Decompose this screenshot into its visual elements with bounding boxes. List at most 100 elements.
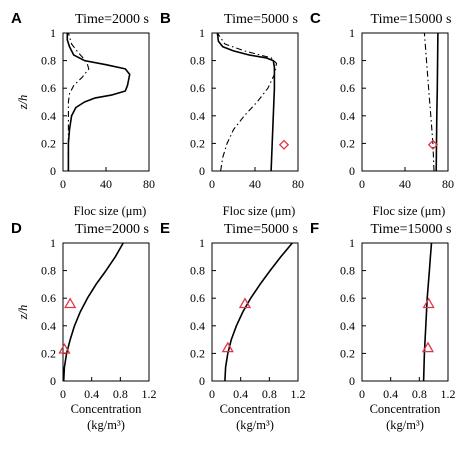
y-tick-label: 0.4 bbox=[190, 319, 205, 333]
y-tick-label: 1 bbox=[349, 26, 355, 40]
data-marker-triangle bbox=[422, 297, 435, 309]
y-tick-label: 0.4 bbox=[41, 109, 56, 123]
x-tick-label: 0 bbox=[359, 177, 365, 191]
panel-title: Time=15000 s bbox=[371, 12, 452, 27]
y-axis-label: z/h bbox=[16, 95, 30, 111]
x-tick-label: 0 bbox=[209, 387, 215, 401]
panel-a: A Time=2000 s 0 0.2 0.4 0.6 0.8 1 0 40 80 Floc size… bbox=[11, 10, 155, 218]
plot-frame bbox=[211, 32, 299, 172]
y-tick-label: 0.6 bbox=[340, 291, 355, 305]
x-tick-label: 0 bbox=[209, 177, 215, 191]
x-tick-label: 0.4 bbox=[383, 387, 398, 401]
x-tick-label: 1.2 bbox=[441, 387, 456, 401]
y-tick-label: 0.4 bbox=[190, 109, 205, 123]
x-axis-label: Concentration bbox=[370, 402, 442, 416]
plot-frame bbox=[211, 242, 299, 382]
x-tick-label: 40 bbox=[399, 177, 411, 191]
y-tick-label: 0.4 bbox=[340, 109, 355, 123]
plot-frame bbox=[62, 242, 150, 382]
panel-letter: D bbox=[11, 220, 22, 237]
plot-frame bbox=[361, 242, 449, 382]
y-tick-label: 0.6 bbox=[340, 81, 355, 95]
y-axis-label: z/h bbox=[16, 305, 30, 321]
y-tick-label: 0.8 bbox=[340, 54, 355, 68]
panel-e: E Time=5000 s 0 0.2 0.4 0.6 0.8 1 0 0.4 0.8 1.2Conc… bbox=[160, 220, 306, 432]
x-tick-label: 0.8 bbox=[113, 387, 128, 401]
x-tick-label: 0.8 bbox=[262, 387, 277, 401]
x-axis-label: Floc size (μm) bbox=[373, 204, 446, 218]
y-tick-label: 0 bbox=[349, 164, 355, 178]
x-tick-label: 0 bbox=[60, 387, 66, 401]
x-axis-label: Floc size (μm) bbox=[74, 204, 147, 218]
y-tick-label: 0.6 bbox=[190, 81, 205, 95]
data-marker-diamond bbox=[427, 139, 439, 150]
plot-frame bbox=[361, 32, 449, 172]
y-tick-label: 0.2 bbox=[41, 136, 56, 150]
data-marker-triangle bbox=[58, 342, 71, 354]
x-tick-label: 1.2 bbox=[142, 387, 157, 401]
series-line-dashdot bbox=[216, 32, 278, 172]
x-tick-label: 1.2 bbox=[291, 387, 306, 401]
x-axis-label: Floc size (μm) bbox=[223, 204, 296, 218]
x-tick-label: 0.4 bbox=[233, 387, 248, 401]
panel-f: F Time=15000 s 0 0.2 0.4 0.6 0.8 1 0 0.4 0.8 1.2Con… bbox=[310, 220, 456, 432]
panel-title: Time=2000 s bbox=[75, 12, 149, 27]
y-tick-label: 0 bbox=[199, 164, 205, 178]
y-tick-label: 0.4 bbox=[340, 319, 355, 333]
panel-d: D Time=2000 s 0 0.2 0.4 0.6 0.8 1 0 0.4 0.8 1.2Conc… bbox=[11, 220, 157, 432]
series-line-dashdot bbox=[67, 32, 90, 171]
panel-letter: A bbox=[11, 10, 22, 27]
x-tick-label: 0 bbox=[359, 387, 365, 401]
x-axis-label: Concentration bbox=[220, 402, 292, 416]
y-tick-label: 0.6 bbox=[190, 291, 205, 305]
panel-title: Time=5000 s bbox=[224, 222, 298, 237]
panel-title: Time=5000 s bbox=[224, 12, 298, 27]
panel-title: Time=15000 s bbox=[371, 222, 452, 237]
y-tick-label: 1 bbox=[50, 26, 56, 40]
y-tick-label: 0 bbox=[199, 374, 205, 388]
x-axis-unit-label: (kg/m³) bbox=[236, 418, 274, 432]
y-tick-label: 1 bbox=[349, 236, 355, 250]
data-marker-triangle bbox=[238, 297, 252, 309]
x-axis-unit-label: (kg/m³) bbox=[386, 418, 424, 432]
x-tick-label: 80 bbox=[442, 177, 454, 191]
panel-title: Time=2000 s bbox=[75, 222, 149, 237]
series-line-solid bbox=[422, 242, 433, 382]
y-tick-label: 0 bbox=[349, 374, 355, 388]
y-tick-label: 0.8 bbox=[41, 264, 56, 278]
x-tick-label: 0.8 bbox=[412, 387, 427, 401]
y-tick-label: 0 bbox=[50, 164, 56, 178]
panel-letter: C bbox=[310, 10, 321, 27]
y-tick-label: 0.2 bbox=[41, 346, 56, 360]
y-tick-label: 0.6 bbox=[41, 81, 56, 95]
series-line-solid bbox=[66, 33, 131, 171]
y-tick-label: 0 bbox=[50, 374, 56, 388]
series-line-solid bbox=[435, 32, 439, 172]
y-tick-label: 0.8 bbox=[41, 54, 56, 68]
data-marker-triangle bbox=[221, 341, 234, 353]
x-axis-unit-label: (kg/m³) bbox=[87, 418, 125, 432]
panel-c: C Time=15000 s 0 0.2 0.4 0.6 0.8 1 0 40 80 Floc siz… bbox=[310, 10, 454, 218]
series-line-solid bbox=[62, 242, 124, 382]
y-tick-label: 0.2 bbox=[190, 136, 205, 150]
y-tick-label: 0.8 bbox=[190, 264, 205, 278]
data-marker-triangle bbox=[421, 341, 435, 353]
series-line-dashdot bbox=[423, 32, 435, 172]
y-tick-label: 1 bbox=[199, 26, 205, 40]
data-marker-triangle bbox=[64, 297, 77, 309]
y-tick-label: 0.6 bbox=[41, 291, 56, 305]
x-tick-label: 40 bbox=[100, 177, 112, 191]
x-tick-label: 40 bbox=[249, 177, 261, 191]
panel-letter: E bbox=[160, 220, 170, 237]
x-tick-label: 0 bbox=[60, 177, 66, 191]
panel-letter: B bbox=[160, 10, 171, 27]
plot-frame bbox=[62, 32, 150, 172]
y-tick-label: 0.4 bbox=[41, 319, 56, 333]
x-axis-label: Concentration bbox=[71, 402, 143, 416]
y-tick-label: 1 bbox=[50, 236, 56, 250]
y-tick-label: 0.8 bbox=[190, 54, 205, 68]
y-tick-label: 0.8 bbox=[340, 264, 355, 278]
series-line-solid bbox=[224, 242, 293, 382]
y-tick-label: 0.2 bbox=[190, 346, 205, 360]
